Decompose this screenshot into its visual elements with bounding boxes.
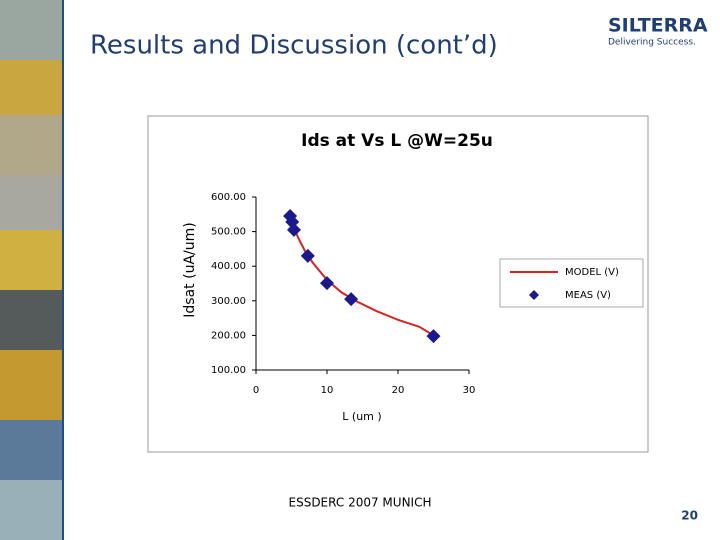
y-tick-label: 600.00 xyxy=(211,192,246,203)
y-tick-label: 100.00 xyxy=(211,365,246,376)
legend-swatch xyxy=(529,290,539,300)
x-tick-label: 20 xyxy=(392,385,405,396)
y-tick-label: 200.00 xyxy=(211,330,246,341)
x-axis-label: L (um ) xyxy=(342,410,381,423)
chart-title: Ids at Vs L @W=25u xyxy=(301,131,493,151)
data-point xyxy=(286,222,301,237)
legend-label: MEAS (V) xyxy=(565,290,611,301)
data-point xyxy=(320,276,334,291)
x-tick-label: 0 xyxy=(253,385,259,396)
x-tick-label: 10 xyxy=(321,385,334,396)
photo-strip xyxy=(0,0,64,540)
footer: ESSDERC 2007 MUNICH xyxy=(289,496,432,510)
page-number: 20 xyxy=(681,509,698,523)
x-tick-label: 30 xyxy=(463,385,476,396)
data-point xyxy=(426,329,441,344)
legend-label: MODEL (V) xyxy=(565,267,619,278)
logo-tagline: Delivering Success. xyxy=(608,38,696,48)
data-point xyxy=(300,248,315,263)
y-tick-label: 300.00 xyxy=(211,296,246,307)
logo: SILTERRA xyxy=(608,15,708,37)
legend-box xyxy=(499,258,644,308)
data-point xyxy=(344,292,359,307)
y-tick-label: 400.00 xyxy=(211,261,246,272)
slide-title: Results and Discussion (cont’d) xyxy=(90,31,498,61)
model-line xyxy=(287,213,435,337)
y-tick-label: 500.00 xyxy=(211,227,246,238)
y-axis-label: Idsat (uA/um) xyxy=(182,222,198,317)
